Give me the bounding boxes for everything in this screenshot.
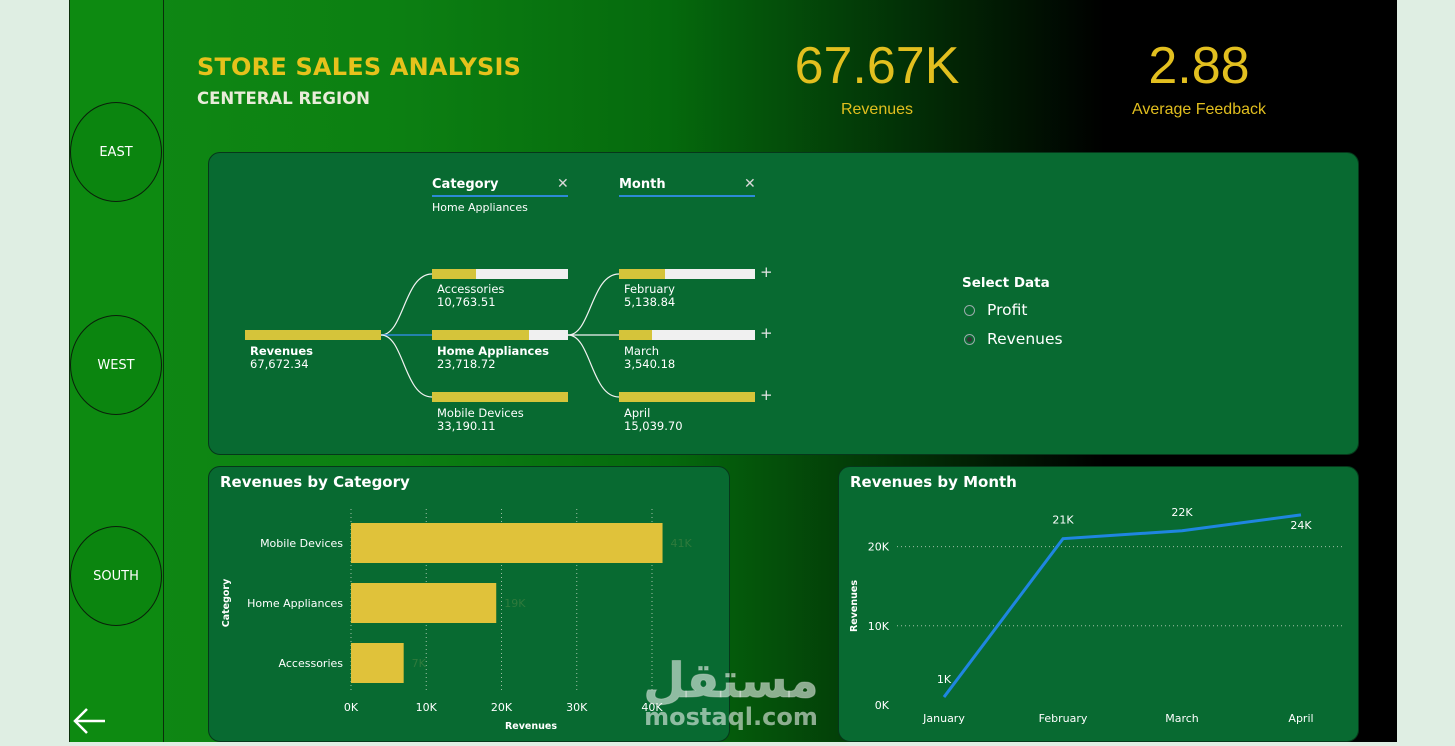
filter-month-underline bbox=[619, 195, 755, 197]
tree-node-bar-april[interactable] bbox=[619, 392, 755, 402]
data-label: 7K bbox=[412, 657, 427, 670]
svg-text:مستقل: مستقل bbox=[643, 653, 819, 709]
select-data-title: Select Data bbox=[962, 275, 1050, 291]
data-label: 21K bbox=[1052, 514, 1074, 527]
chart-title: Revenues by Category bbox=[220, 473, 410, 491]
tree-node-label: Mobile Devices bbox=[437, 406, 524, 420]
radio-label: Revenues bbox=[987, 330, 1063, 348]
tree-connectors bbox=[380, 273, 620, 398]
radio-option-revenues[interactable]: Revenues bbox=[964, 330, 1063, 348]
bar-chart: 0K 10K 20K 30K 40K Mobile Devices 41K Home Appl… bbox=[221, 509, 693, 732]
chart-title: Revenues by Month bbox=[850, 473, 1017, 491]
x-tick-label: 40K bbox=[641, 701, 663, 714]
expand-plus-icon[interactable]: + bbox=[760, 386, 773, 404]
page-title: STORE SALES ANALYSIS bbox=[197, 53, 522, 81]
x-tick-label: 20K bbox=[491, 701, 513, 714]
x-tick-label: March bbox=[1165, 712, 1199, 725]
decomposition-tree-panel: Category ✕ Home Appliances Month ✕ Reven… bbox=[208, 152, 1359, 455]
radio-label: Profit bbox=[987, 301, 1028, 319]
tree-node-label: February bbox=[624, 282, 675, 296]
filter-category-underline bbox=[432, 195, 568, 197]
y-tick-label: 20K bbox=[868, 541, 890, 554]
close-icon[interactable]: ✕ bbox=[557, 176, 569, 192]
svg-text:mostaql.com: mostaql.com bbox=[644, 703, 818, 731]
tree-node-label: Accessories bbox=[437, 282, 505, 296]
x-tick-label: 10K bbox=[416, 701, 438, 714]
radio-option-profit[interactable]: Profit bbox=[964, 301, 1027, 319]
tree-node-value: 23,718.72 bbox=[437, 357, 496, 371]
tree-node-label: Home Appliances bbox=[437, 344, 549, 358]
filter-month-label[interactable]: Month bbox=[619, 177, 666, 192]
x-tick-label: January bbox=[922, 712, 965, 725]
kpi-feedback-value: 2.88 bbox=[1148, 37, 1250, 95]
tree-node-bar-home-appliances[interactable] bbox=[432, 330, 568, 340]
bar bbox=[351, 523, 663, 563]
tree-node-label: Revenues bbox=[250, 344, 313, 358]
expand-plus-icon[interactable]: + bbox=[760, 324, 773, 342]
sidebar: EAST WEST SOUTH bbox=[69, 0, 164, 742]
y-tick-label: 0K bbox=[875, 699, 890, 712]
radio-button[interactable] bbox=[964, 304, 975, 316]
mostaql-watermark: مستقل mostaql.com bbox=[643, 653, 820, 732]
x-tick-label: 30K bbox=[566, 701, 588, 714]
x-axis-title: Revenues bbox=[505, 721, 557, 732]
data-label: 41K bbox=[671, 537, 693, 550]
tree-node-bar-march[interactable] bbox=[619, 330, 755, 340]
kpi-revenues-value: 67.67K bbox=[794, 37, 960, 95]
region-button-south[interactable]: SOUTH bbox=[70, 526, 162, 626]
radio-button[interactable] bbox=[964, 333, 975, 345]
tree-node-value: 33,190.11 bbox=[437, 419, 496, 433]
region-button-west[interactable]: WEST bbox=[70, 315, 162, 415]
y-tick-label: Accessories bbox=[279, 657, 344, 670]
left-arrow-icon[interactable] bbox=[72, 700, 110, 738]
tree-node-bar-february[interactable] bbox=[619, 269, 755, 279]
tree-node-value: 67,672.34 bbox=[250, 357, 309, 371]
data-label: 19K bbox=[504, 597, 526, 610]
x-tick-label: February bbox=[1039, 712, 1088, 725]
tree-node-bar-root[interactable] bbox=[245, 330, 381, 340]
y-tick-label: Mobile Devices bbox=[260, 537, 343, 550]
series-line bbox=[942, 513, 1302, 698]
data-label: 24K bbox=[1290, 519, 1312, 532]
y-axis-title: Revenues bbox=[849, 580, 860, 632]
kpi-feedback-label: Average Feedback bbox=[1131, 101, 1266, 118]
y-tick-label: 10K bbox=[868, 620, 890, 633]
y-axis-title: Category bbox=[221, 578, 232, 627]
bar bbox=[351, 583, 497, 623]
tree-node-bar-accessories[interactable] bbox=[432, 269, 568, 279]
tree-node-value: 15,039.70 bbox=[624, 419, 683, 433]
x-tick-label: April bbox=[1288, 712, 1313, 725]
y-tick-label: Home Appliances bbox=[247, 597, 343, 610]
filter-category-label[interactable]: Category bbox=[432, 177, 499, 192]
data-label: 22K bbox=[1171, 506, 1193, 519]
dashboard-canvas: EAST WEST SOUTH STORE SALES ANALYSIS CEN… bbox=[69, 0, 1397, 742]
expand-plus-icon[interactable]: + bbox=[760, 263, 773, 281]
tree-node-bar-mobile-devices[interactable] bbox=[432, 392, 568, 402]
region-button-east[interactable]: EAST bbox=[70, 102, 162, 202]
tree-node-value: 5,138.84 bbox=[624, 295, 676, 309]
revenues-by-month-panel: Revenues by Month 0K 10K 20K January 1K Febru… bbox=[838, 466, 1359, 742]
tree-node-value: 3,540.18 bbox=[624, 357, 676, 371]
tree-node-label: March bbox=[624, 344, 660, 358]
close-icon[interactable]: ✕ bbox=[744, 176, 756, 192]
tree-node-label: April bbox=[624, 406, 651, 420]
tree-node-value: 10,763.51 bbox=[437, 295, 496, 309]
bar bbox=[351, 643, 404, 683]
line-chart: 0K 10K 20K January 1K February 21K March 22K Apri… bbox=[849, 506, 1344, 725]
page-subtitle: CENTERAL REGION bbox=[197, 89, 370, 108]
x-tick-label: 0K bbox=[344, 701, 359, 714]
revenues-by-category-panel: Revenues by Category 0K 10K 20K 30K 40K Mobil… bbox=[208, 466, 730, 742]
data-label: 1K bbox=[937, 673, 952, 686]
filter-category-value: Home Appliances bbox=[432, 201, 528, 214]
kpi-revenues-label: Revenues bbox=[840, 101, 914, 118]
